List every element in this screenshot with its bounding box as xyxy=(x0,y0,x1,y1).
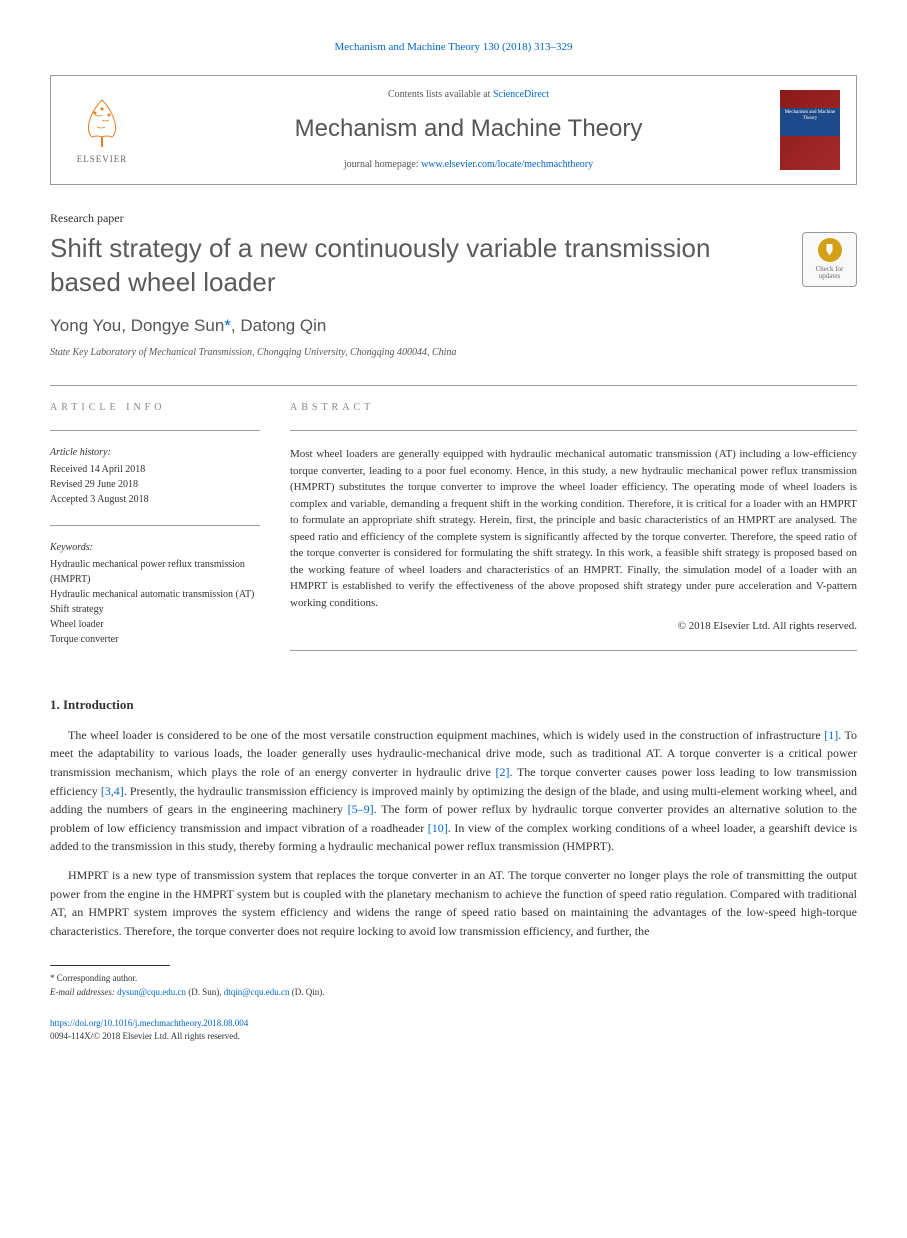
homepage-link[interactable]: www.elsevier.com/locate/mechmachtheory xyxy=(421,159,593,170)
homepage-line: journal homepage: www.elsevier.com/locat… xyxy=(157,158,780,172)
issn-line: 0094-114X/© 2018 Elsevier Ltd. All right… xyxy=(50,1030,857,1043)
check-line2: updates xyxy=(819,272,840,280)
bookmark-icon xyxy=(818,238,842,262)
corr-author-label: * Corresponding author. xyxy=(50,972,857,986)
email-name-1: (D. Sun), xyxy=(186,987,224,997)
ref-3-4[interactable]: [3,4] xyxy=(101,784,124,798)
abstract-divider xyxy=(290,430,857,431)
homepage-prefix: journal homepage: xyxy=(344,159,421,170)
contents-prefix: Contents lists available at xyxy=(388,89,493,100)
ref-1[interactable]: [1] xyxy=(824,728,838,742)
elsevier-tree-icon xyxy=(77,95,127,150)
journal-header-box: ELSEVIER Contents lists available at Sci… xyxy=(50,75,857,185)
ref-5-9[interactable]: [5–9] xyxy=(348,802,374,816)
keyword-5: Torque converter xyxy=(50,632,260,647)
contents-line: Contents lists available at ScienceDirec… xyxy=(157,88,780,102)
cover-text: Mechanism and Machine Theory xyxy=(784,110,836,122)
paper-type-label: Research paper xyxy=(50,210,857,227)
intro-para-2: HMPRT is a new type of transmission syst… xyxy=(50,866,857,940)
article-info-label: ARTICLE INFO xyxy=(50,401,260,415)
journal-title: Mechanism and Machine Theory xyxy=(157,112,780,146)
elsevier-label: ELSEVIER xyxy=(77,153,128,166)
doi-block: https://doi.org/10.1016/j.mechmachtheory… xyxy=(50,1017,857,1042)
history-block: Article history: Received 14 April 2018 … xyxy=(50,446,260,507)
authors-line: Yong You, Dongye Sun*, Datong Qin xyxy=(50,314,857,338)
abstract-text: Most wheel loaders are generally equippe… xyxy=(290,446,857,611)
paper-title: Shift strategy of a new continuously var… xyxy=(50,232,782,300)
footnote-block: * Corresponding author. E-mail addresses… xyxy=(50,972,857,999)
sciencedirect-link[interactable]: ScienceDirect xyxy=(493,89,549,100)
check-updates-badge[interactable]: Check for updates xyxy=(802,232,857,287)
email-line: E-mail addresses: dysun@cqu.edu.cn (D. S… xyxy=(50,986,857,1000)
email-name-2: (D. Qin). xyxy=(289,987,324,997)
elsevier-logo: ELSEVIER xyxy=(67,90,137,170)
abstract-divider-bottom xyxy=(290,650,857,651)
author-1: Yong You, xyxy=(50,316,131,335)
author-2: Dongye Sun xyxy=(131,316,225,335)
info-divider-2 xyxy=(50,525,260,526)
corr-mark: * xyxy=(224,316,231,335)
footnote-divider xyxy=(50,965,170,966)
affiliation: State Key Laboratory of Mechanical Trans… xyxy=(50,346,857,360)
info-divider-1 xyxy=(50,430,260,431)
received-date: Received 14 April 2018 xyxy=(50,462,260,477)
journal-center-block: Contents lists available at ScienceDirec… xyxy=(157,88,780,172)
article-info-column: ARTICLE INFO Article history: Received 1… xyxy=(50,401,260,665)
keywords-block: Keywords: Hydraulic mechanical power ref… xyxy=(50,541,260,647)
author-3: , Datong Qin xyxy=(231,316,326,335)
intro-para-1: The wheel loader is considered to be one… xyxy=(50,726,857,856)
accepted-date: Accepted 3 August 2018 xyxy=(50,492,260,507)
email-1[interactable]: dysun@cqu.edu.cn xyxy=(117,987,186,997)
keyword-3: Shift strategy xyxy=(50,602,260,617)
title-row: Shift strategy of a new continuously var… xyxy=(50,232,857,300)
abstract-copyright: © 2018 Elsevier Ltd. All rights reserved… xyxy=(290,619,857,634)
ref-2[interactable]: [2] xyxy=(496,765,510,779)
email-label: E-mail addresses: xyxy=(50,987,117,997)
info-abstract-row: ARTICLE INFO Article history: Received 1… xyxy=(50,401,857,665)
check-updates-label: Check for updates xyxy=(816,266,844,281)
journal-cover-thumbnail: Mechanism and Machine Theory xyxy=(780,90,840,170)
citation-header: Mechanism and Machine Theory 130 (2018) … xyxy=(50,40,857,55)
keyword-4: Wheel loader xyxy=(50,617,260,632)
page-container: Mechanism and Machine Theory 130 (2018) … xyxy=(0,0,907,1082)
p1-text-a: The wheel loader is considered to be one… xyxy=(68,728,824,742)
keywords-heading: Keywords: xyxy=(50,541,260,555)
ref-10[interactable]: [10] xyxy=(428,821,448,835)
divider-top xyxy=(50,385,857,386)
history-heading: Article history: xyxy=(50,446,260,460)
email-2[interactable]: dtqin@cqu.edu.cn xyxy=(224,987,290,997)
intro-heading: 1. Introduction xyxy=(50,696,857,714)
abstract-label: ABSTRACT xyxy=(290,401,857,415)
keyword-1: Hydraulic mechanical power reflux transm… xyxy=(50,557,260,587)
abstract-column: ABSTRACT Most wheel loaders are generall… xyxy=(290,401,857,665)
doi-link[interactable]: https://doi.org/10.1016/j.mechmachtheory… xyxy=(50,1017,857,1030)
keyword-2: Hydraulic mechanical automatic transmiss… xyxy=(50,587,260,602)
revised-date: Revised 29 June 2018 xyxy=(50,477,260,492)
